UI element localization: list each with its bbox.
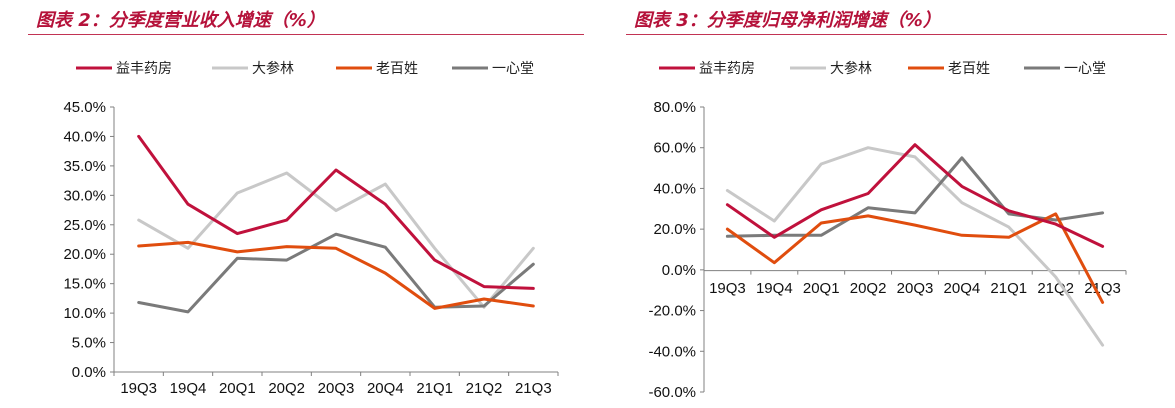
x-tick-label: 20Q4 [944, 280, 981, 297]
x-tick-label: 19Q3 [709, 280, 746, 297]
y-tick-label: -40.0% [648, 343, 696, 360]
x-tick-label: 20Q1 [803, 280, 840, 297]
y-tick-label: -20.0% [648, 303, 696, 320]
y-tick-label: 45.0% [63, 99, 106, 116]
y-tick-label: 0.0% [72, 364, 106, 381]
chart-panel-net-profit: 图表 3：分季度归母净利润增速（%） 益丰药房 大参林 老百姓 一心堂 -60.0% -4… [598, 0, 1175, 408]
x-tick-label: 21Q3 [515, 380, 552, 397]
x-tick-label: 19Q3 [120, 380, 157, 397]
series-line-1 [725, 143, 1105, 248]
series-line-4 [725, 156, 1105, 238]
series-line-3 [137, 240, 535, 310]
x-tick-label: 21Q1 [990, 280, 1027, 297]
chart-panel-revenue: 图表 2：分季度营业收入增速（%） 益丰药房 大参林 老百姓 一心堂 0.0% 5.0% 1… [28, 10, 584, 397]
x-tick-label: 21Q2 [466, 380, 503, 397]
legend-label: 一心堂 [492, 61, 534, 77]
x-tick-label: 20Q1 [219, 380, 256, 397]
y-tick-label: 0.0% [662, 262, 696, 279]
y-tick-label: 15.0% [63, 276, 106, 293]
legend-label: 益丰药房 [699, 61, 755, 77]
y-tick-label: -60.0% [648, 384, 696, 401]
series-line-4 [137, 232, 535, 314]
y-tick-label: 30.0% [63, 187, 106, 204]
x-tick-label: 21Q3 [1084, 280, 1121, 297]
legend-label: 大参林 [252, 60, 294, 77]
y-tick-label: 35.0% [63, 158, 106, 175]
y-tick-label: 10.0% [63, 305, 106, 322]
y-tick-label: 25.0% [63, 217, 106, 234]
x-tick-label: 19Q4 [756, 280, 793, 297]
net-profit-growth-chart: 益丰药房 大参林 老百姓 一心堂 -60.0% -40.0% -20.0% 0.0% 20.0%… [648, 60, 1127, 401]
series-line-2 [725, 146, 1105, 347]
legend-label: 益丰药房 [116, 61, 172, 77]
x-tick-label: 20Q2 [268, 380, 305, 397]
y-tick-label: 5.0% [72, 335, 106, 352]
legend-label: 一心堂 [1064, 61, 1106, 77]
y-tick-label: 60.0% [653, 140, 696, 157]
title-divider [626, 34, 1167, 35]
x-tick-label: 19Q4 [170, 380, 207, 397]
x-tick-label: 21Q1 [416, 380, 453, 397]
legend-label: 老百姓 [376, 61, 418, 77]
revenue-growth-chart: 益丰药房 大参林 老百姓 一心堂 0.0% 5.0% 10.0% 15.0% 20.0% 25.0… [63, 60, 559, 397]
y-tick-label: 40.0% [653, 180, 696, 197]
chart-title-revenue: 图表 2：分季度营业收入增速（%） [36, 10, 325, 31]
x-tick-label: 20Q3 [897, 280, 934, 297]
x-tick-label: 20Q3 [318, 380, 355, 397]
chart-title-net-profit: 图表 3：分季度归母净利润增速（%） [634, 10, 941, 31]
title-divider [28, 34, 584, 35]
y-tick-label: 40.0% [63, 128, 106, 145]
series-line-2 [137, 171, 535, 309]
legend-label: 大参林 [830, 60, 872, 77]
y-tick-label: 80.0% [653, 99, 696, 116]
series-line-3 [725, 212, 1105, 304]
x-tick-label: 20Q2 [850, 280, 887, 297]
legend-label: 老百姓 [948, 61, 990, 77]
series-line-1 [137, 134, 535, 290]
y-tick-label: 20.0% [653, 221, 696, 238]
y-tick-label: 20.0% [63, 246, 106, 263]
x-tick-label: 20Q4 [367, 380, 404, 397]
